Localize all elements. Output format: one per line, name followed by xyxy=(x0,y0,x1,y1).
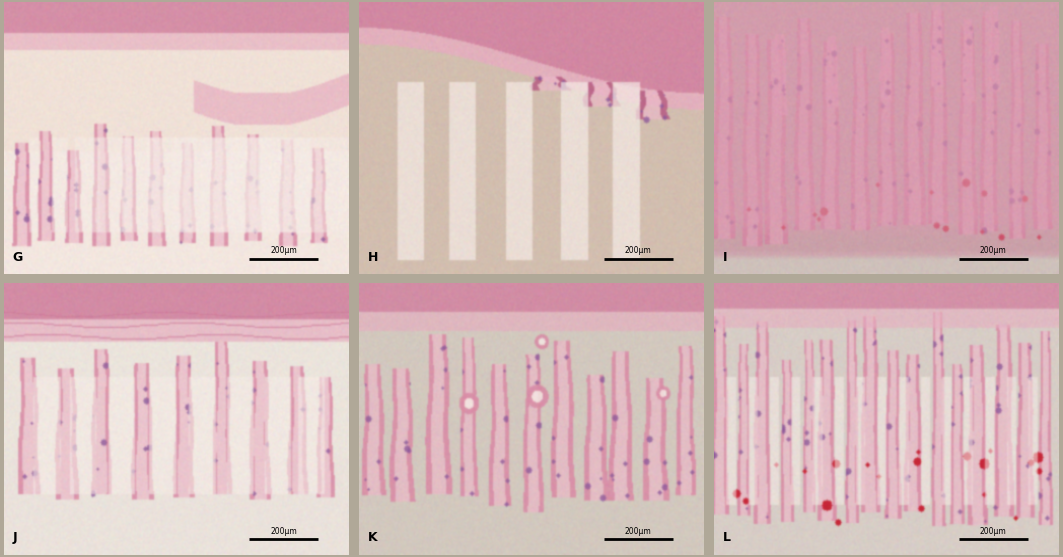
Text: K: K xyxy=(368,531,377,544)
Text: G: G xyxy=(13,251,23,263)
Text: I: I xyxy=(723,251,727,263)
Text: J: J xyxy=(13,531,17,544)
Text: 200μm: 200μm xyxy=(270,527,297,536)
Text: 200μm: 200μm xyxy=(980,246,1007,255)
Text: 200μm: 200μm xyxy=(270,246,297,255)
Text: 200μm: 200μm xyxy=(625,246,652,255)
Text: 200μm: 200μm xyxy=(625,527,652,536)
Text: L: L xyxy=(723,531,730,544)
Text: H: H xyxy=(368,251,378,263)
Text: 200μm: 200μm xyxy=(980,527,1007,536)
